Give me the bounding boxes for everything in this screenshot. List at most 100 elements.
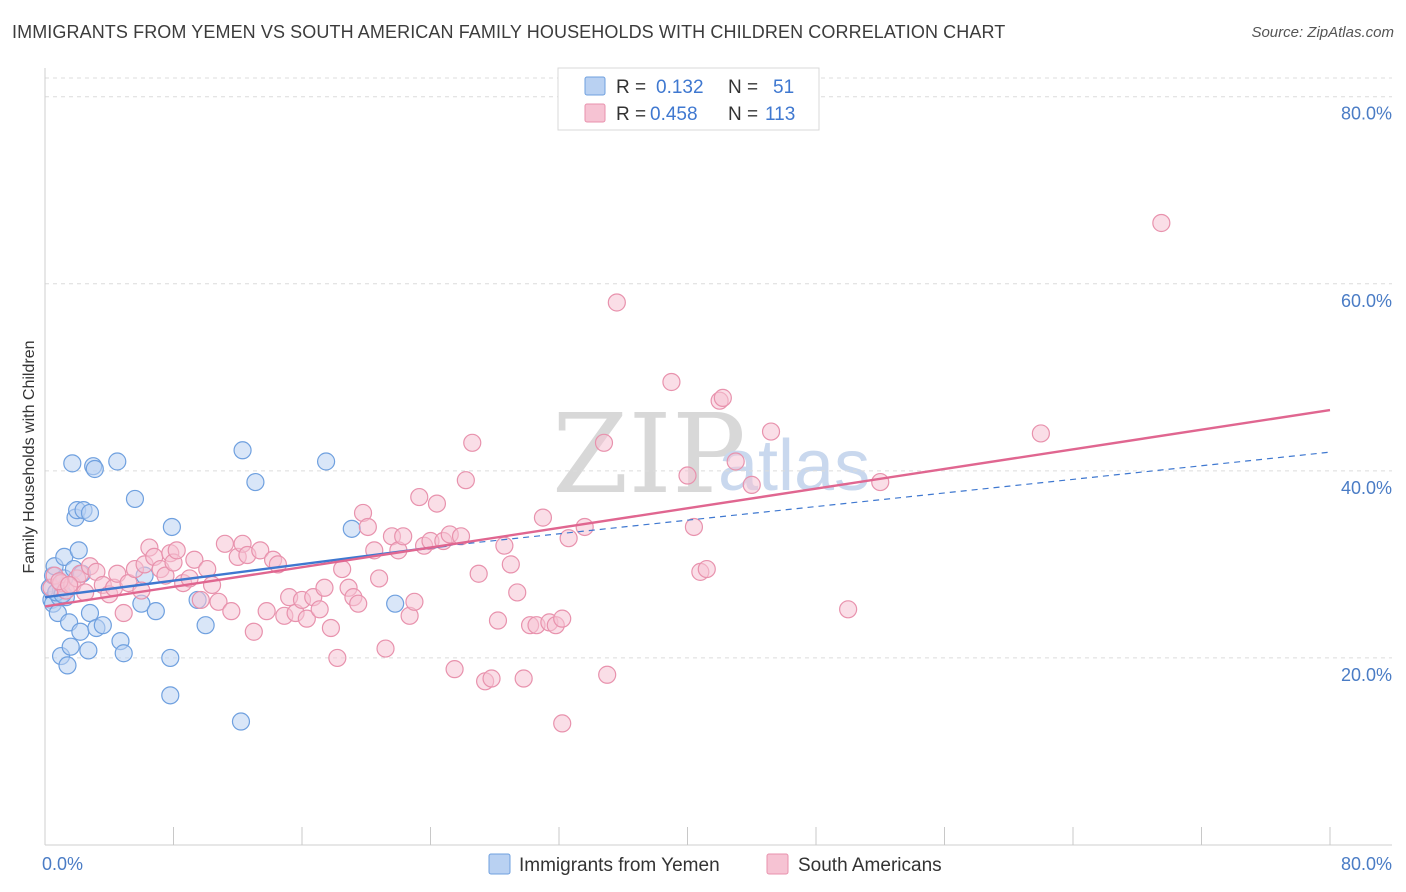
legend-r-label-south-american: R =: [616, 104, 646, 125]
yemen-point-39: [162, 517, 181, 537]
bottom-legend-label-yemen: Immigrants from Yemen: [519, 855, 720, 876]
south_american-point-75: [456, 471, 475, 490]
south_american-point-90: [553, 609, 572, 628]
bottom-legend-label-south-american: South Americans: [798, 855, 942, 876]
south_american-point-95: [598, 665, 617, 684]
south_american-point-33: [215, 534, 234, 553]
south_american-trend-line: [44, 408, 1331, 608]
south_american-point-34: [222, 602, 241, 621]
south_american-point-92: [559, 529, 578, 548]
south_american-point-32: [209, 592, 228, 611]
yemen-point-13: [58, 656, 77, 675]
y-tick-label-60: 60.0%: [1341, 291, 1392, 311]
y-tick-labels: 20.0% 40.0% 60.0% 80.0%: [1341, 104, 1392, 685]
yemen-point-40: [161, 686, 180, 705]
south_american-point-77: [469, 564, 488, 583]
yemen-point-30: [93, 616, 112, 635]
yemen-point-24: [79, 641, 98, 660]
south_american-point-93: [575, 517, 594, 537]
source-label: Source: ZipAtlas.com: [1251, 24, 1394, 41]
south_american-point-73: [445, 660, 464, 679]
south_american-point-61: [376, 639, 395, 658]
south_american-point-103: [713, 388, 732, 407]
legend-swatch-south-american: [584, 103, 606, 123]
legend-r-label-yemen: R =: [616, 77, 646, 98]
south_american-point-96: [607, 293, 626, 312]
legend-n-label-south-american: N =: [728, 104, 758, 125]
yemen-point-34: [125, 489, 145, 509]
yemen-point-43: [233, 441, 252, 460]
south_american-point-40: [257, 602, 276, 621]
south_american-point-79: [482, 669, 501, 688]
yemen-point-15: [61, 637, 80, 656]
yemen-point-48: [386, 594, 405, 613]
yemen-point-28: [85, 459, 104, 479]
legend-n-value-yemen: 51: [773, 77, 794, 98]
data-points: [40, 213, 1171, 733]
yemen-trend-line-extension: [446, 451, 1331, 547]
yemen-point-16: [63, 454, 82, 473]
bottom-legend: Immigrants from Yemen South Americans: [488, 853, 942, 876]
south_american-point-66: [405, 592, 424, 611]
yemen-point-31: [108, 452, 127, 471]
south_american-point-76: [463, 433, 482, 452]
yemen-point-25: [80, 503, 100, 523]
south_american-point-25: [167, 541, 186, 560]
south_american-point-94: [594, 433, 614, 452]
south_american-point-47: [297, 609, 316, 628]
yemen-point-42: [196, 616, 215, 635]
y-tick-label-40: 40.0%: [1341, 478, 1392, 498]
x-tick-label-min: 0.0%: [42, 854, 83, 874]
axes: [44, 68, 1392, 846]
south_american-point-51: [321, 618, 341, 638]
legend-n-label-yemen: N =: [728, 77, 758, 98]
south_american-point-99: [684, 517, 704, 537]
legend-n-value-south-american: 113: [765, 104, 795, 125]
south_american-point-52: [328, 648, 347, 668]
legend: R = 0.132 N = 51 R = 0.458 N = 113: [557, 67, 820, 131]
south_american-point-105: [742, 475, 761, 494]
bottom-legend-swatch-yemen: [488, 853, 511, 875]
south_american-point-60: [370, 569, 389, 588]
south_american-point-98: [678, 466, 697, 485]
legend-r-value-south-american: 0.458: [650, 104, 698, 125]
south_american-point-108: [871, 472, 890, 492]
south_american-point-83: [508, 583, 527, 602]
south_american-point-112: [59, 575, 79, 595]
south_american-point-50: [315, 578, 334, 597]
legend-swatch-yemen: [584, 76, 606, 96]
south_american-point-39: [251, 541, 270, 560]
trend-lines: [44, 408, 1331, 608]
south_american-point-87: [533, 508, 553, 527]
yemen-point-44: [231, 712, 251, 731]
yemen-point-20: [69, 541, 88, 560]
south_american-point-84: [514, 669, 533, 688]
y-tick-label-20: 20.0%: [1341, 665, 1392, 685]
south_american-point-107: [839, 600, 858, 619]
south_american-point-28: [185, 550, 204, 569]
south_american-point-49: [310, 600, 329, 619]
yemen-point-47: [342, 519, 361, 538]
yemen-point-38: [161, 648, 180, 668]
south_american-point-22: [156, 566, 175, 585]
south_american-point-82: [501, 555, 520, 574]
south_american-point-64: [394, 527, 413, 546]
south_american-point-110: [1152, 213, 1171, 233]
south_american-point-91: [553, 714, 572, 733]
y-axis-title: Family Households with Children: [21, 341, 38, 574]
bottom-legend-swatch-south-american: [766, 853, 789, 875]
yemen-point-46: [316, 452, 336, 471]
yemen-point-37: [146, 602, 165, 621]
watermark: ZIP atlas: [552, 390, 870, 518]
watermark-zip: ZIP: [552, 390, 746, 518]
x-tick-label-max: 80.0%: [1341, 854, 1392, 874]
south_american-point-14: [114, 603, 133, 623]
south_american-point-70: [427, 494, 447, 513]
yemen-point-33: [114, 644, 133, 663]
legend-r-value-yemen: 0.132: [656, 77, 704, 98]
yemen-point-45: [246, 472, 265, 492]
yemen-point-26: [80, 603, 100, 623]
chart-title: IMMIGRANTS FROM YEMEN VS SOUTH AMERICAN …: [12, 22, 1006, 42]
south_american-point-106: [761, 422, 781, 441]
south_american-point-97: [662, 372, 681, 392]
